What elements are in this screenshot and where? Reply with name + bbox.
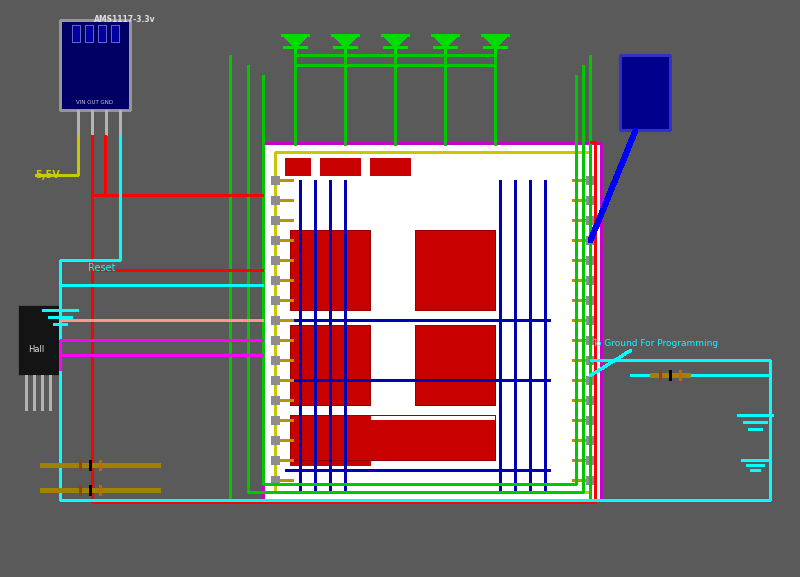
Text: Hall: Hall	[28, 346, 44, 354]
Text: 5,5V: 5,5V	[35, 170, 60, 180]
Text: To Ground For Programming: To Ground For Programming	[592, 339, 718, 347]
Text: VIN OUT GND: VIN OUT GND	[77, 100, 114, 105]
Text: Reset: Reset	[88, 263, 115, 273]
Text: AMS1117-3.3v: AMS1117-3.3v	[94, 15, 156, 24]
